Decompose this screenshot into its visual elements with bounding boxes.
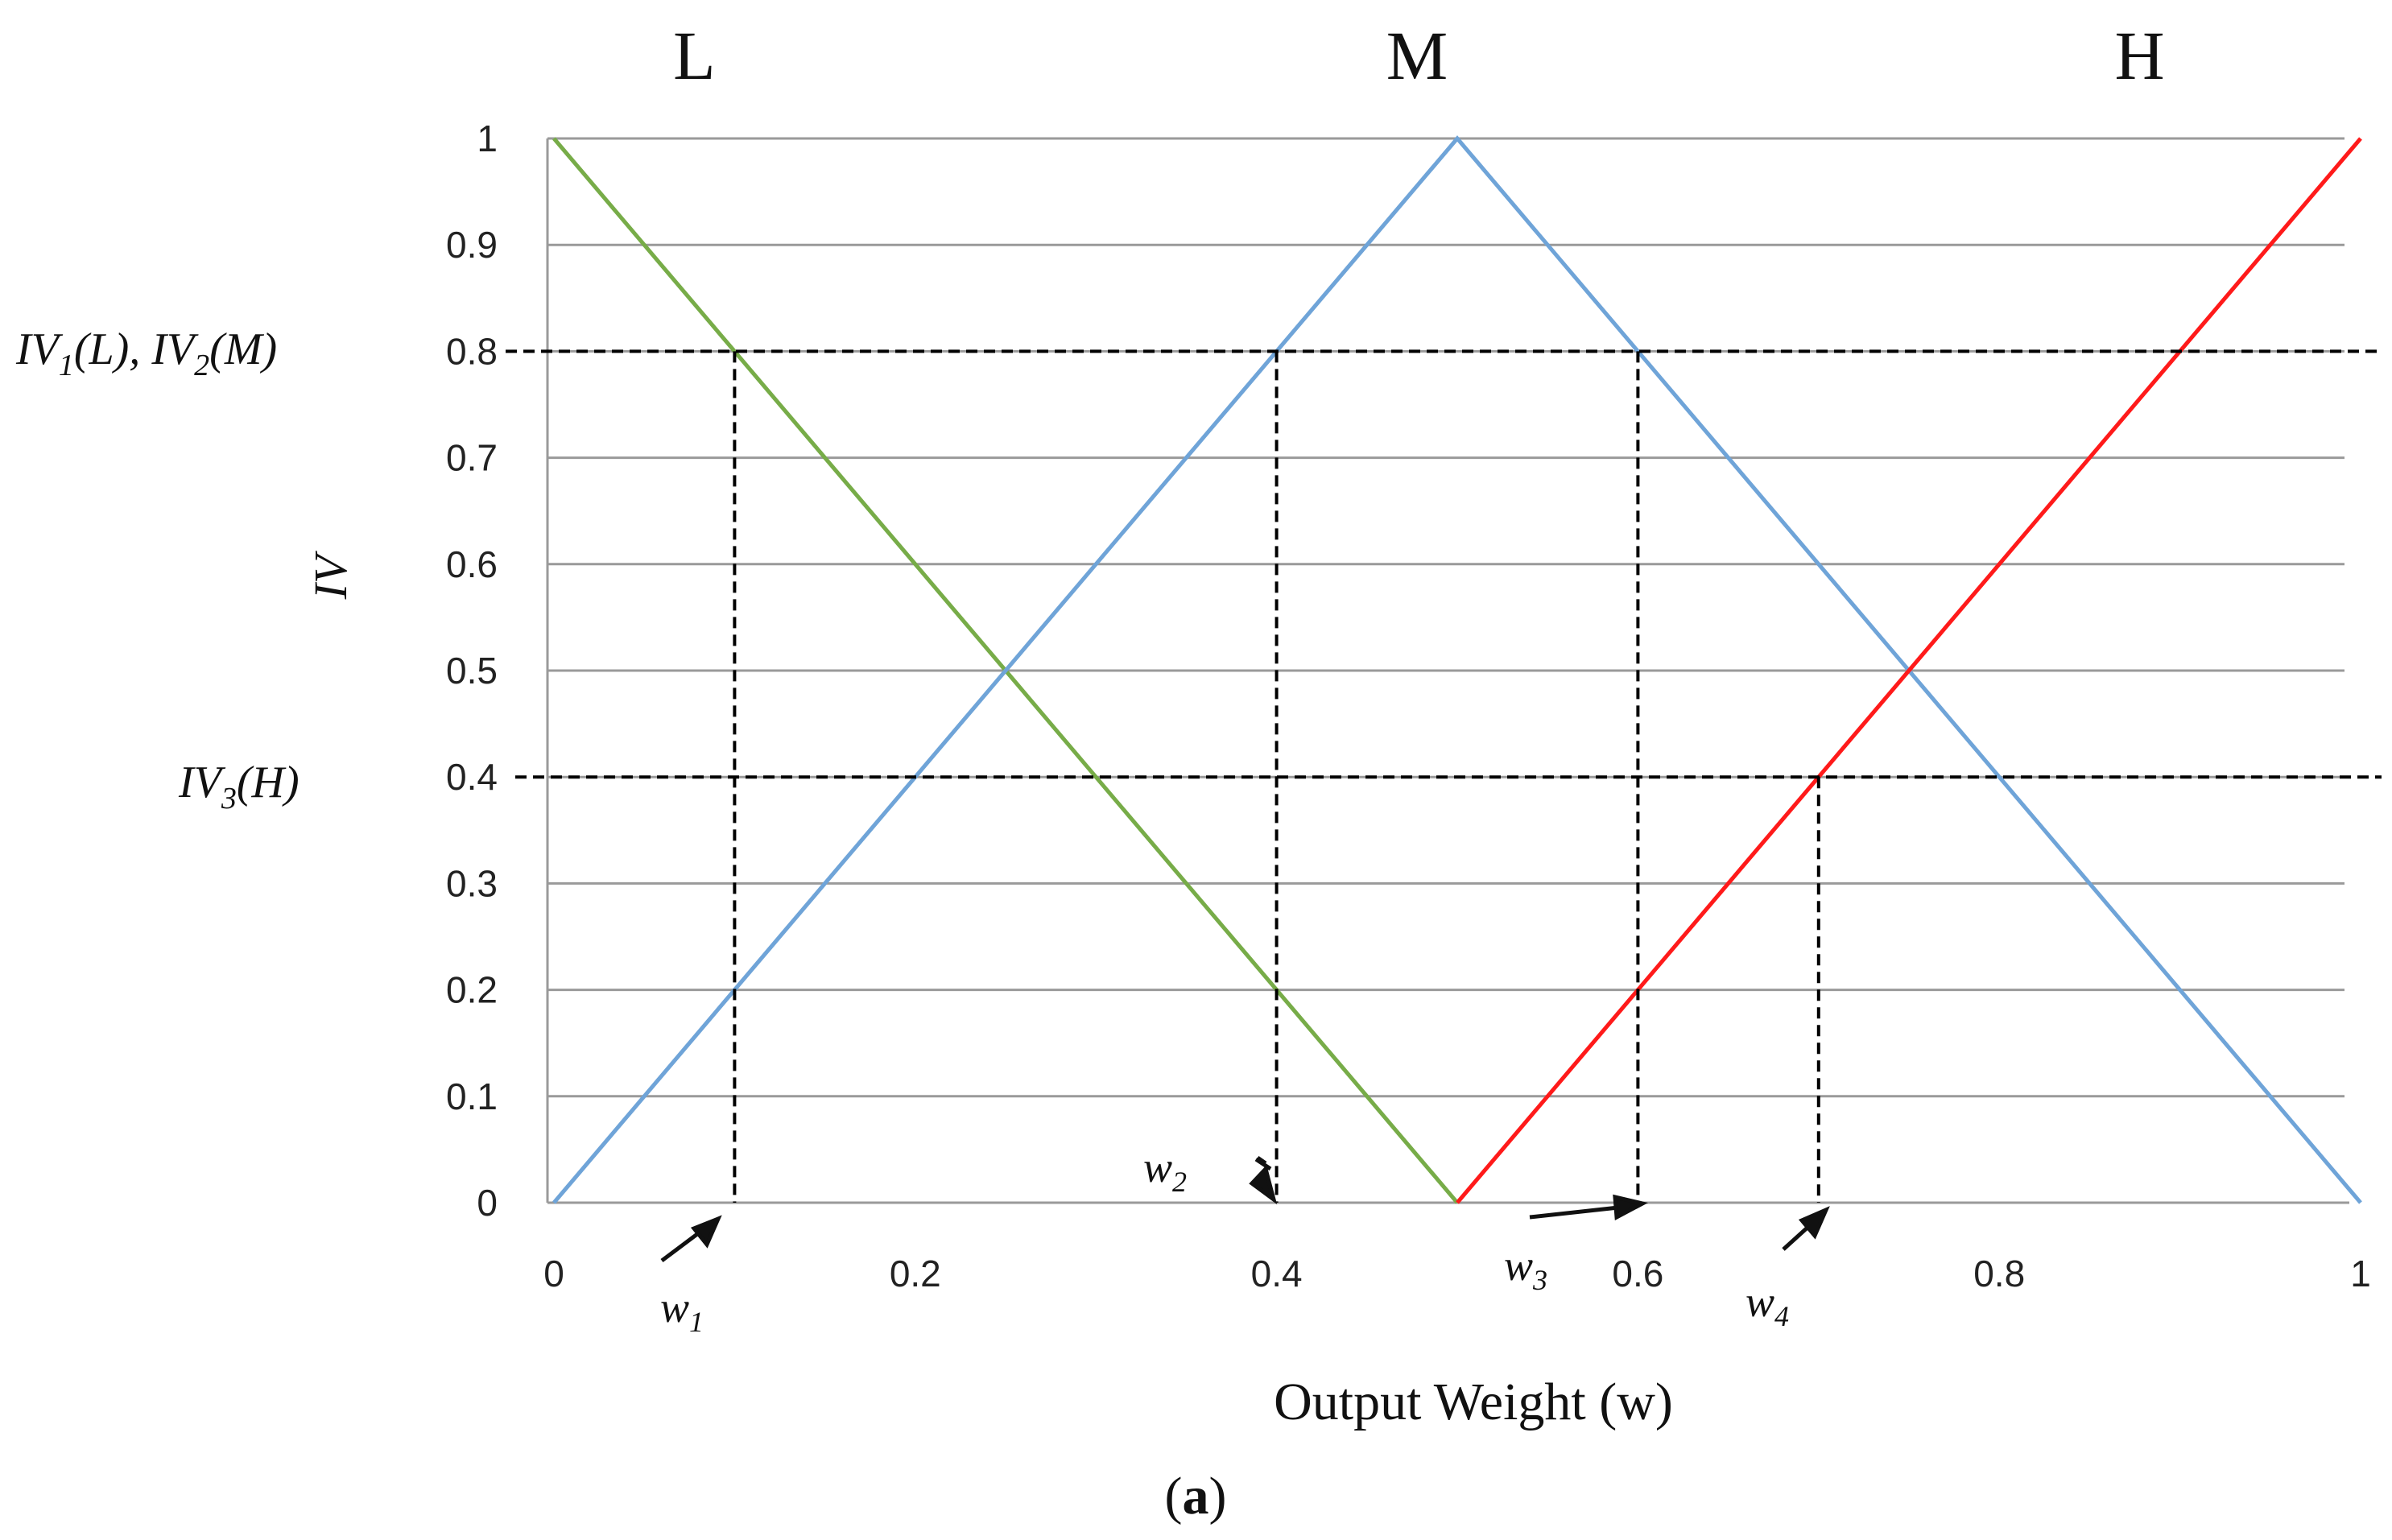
series-layer xyxy=(552,135,2362,1204)
w2-label: w2 xyxy=(1143,1143,1187,1198)
y-tick-label: 0.7 xyxy=(446,437,498,479)
y-tick-label: 0.3 xyxy=(446,862,498,904)
w4-arrowhead xyxy=(1798,1206,1830,1240)
series-line-H xyxy=(1456,137,2362,1204)
gridlines xyxy=(547,137,2344,1098)
w3-arrowhead xyxy=(1613,1194,1649,1220)
y-tick-label: 0.4 xyxy=(446,756,498,798)
x-tick-label: 0.6 xyxy=(1612,1253,1663,1294)
w3-label: w3 xyxy=(1504,1241,1547,1296)
set-label-L: L xyxy=(673,17,716,94)
x-axis-title: Output Weight (w) xyxy=(1274,1373,1673,1431)
x-tick-label: 0.2 xyxy=(890,1253,941,1294)
x-tick-label: 0.4 xyxy=(1251,1253,1303,1294)
y-tick-label: 0 xyxy=(477,1182,498,1224)
y-tick-label: 1 xyxy=(477,118,498,159)
y-tick-label: 0.5 xyxy=(446,650,498,692)
x-tick-labels: 0 0.2 0.4 0.6 0.8 1 xyxy=(543,1253,2371,1294)
y-tick-label: 0.9 xyxy=(446,224,498,266)
set-label-H: H xyxy=(2115,17,2165,94)
x-tick-label: 0.8 xyxy=(1973,1253,2025,1294)
weight-arrows xyxy=(660,1155,1830,1262)
reference-lines xyxy=(506,349,2382,1203)
y-tick-labels: 0 0.1 0.2 0.3 0.4 0.5 0.6 0.7 0.8 0.9 1 xyxy=(446,118,498,1224)
w2-arrow-shaft-2 xyxy=(1254,1157,1272,1171)
y-tick-label: 0.2 xyxy=(446,969,498,1011)
w3-arrow xyxy=(1529,1205,1619,1220)
w2-arrow-shaft xyxy=(1256,1155,1267,1166)
w1-label: w1 xyxy=(660,1283,704,1338)
w4-label: w4 xyxy=(1745,1278,1789,1332)
x-tick-label: 1 xyxy=(2350,1253,2371,1294)
ref-label-iv3: IV3(H) xyxy=(178,758,300,815)
x-tick-label: 0 xyxy=(543,1253,564,1294)
w2-arrowhead xyxy=(1249,1165,1278,1205)
w1-arrow xyxy=(660,1230,702,1262)
figure-caption: (a) xyxy=(1165,1467,1227,1526)
y-tick-label: 0.1 xyxy=(446,1076,498,1117)
set-label-M: M xyxy=(1386,17,1448,94)
w1-arrowhead xyxy=(690,1215,722,1249)
ref-label-iv1-iv2: IV1(L), IV2(M) xyxy=(15,324,277,382)
y-axis-title: IV xyxy=(304,550,357,600)
w4-arrow xyxy=(1782,1224,1811,1251)
y-tick-label: 0.8 xyxy=(446,330,498,372)
y-tick-label: 0.6 xyxy=(446,543,498,585)
series-line-M xyxy=(552,135,2362,1204)
